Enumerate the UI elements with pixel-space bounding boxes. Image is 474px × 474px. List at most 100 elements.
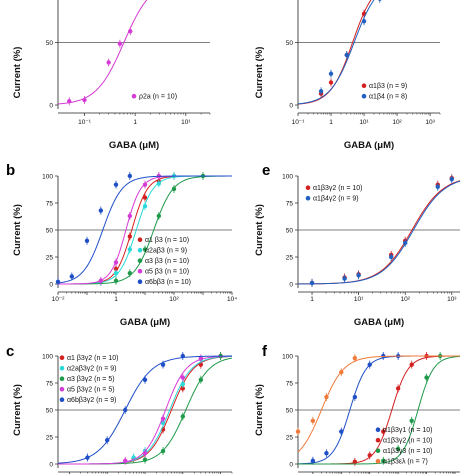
legend-marker <box>305 195 311 201</box>
y-tick-label: 50 <box>46 407 54 414</box>
legend-marker <box>59 365 65 371</box>
x-tick-label: 10² <box>169 296 179 303</box>
data-point <box>356 273 361 278</box>
legend-marker <box>137 279 143 285</box>
data-point <box>198 362 204 367</box>
data-point <box>395 386 401 391</box>
legend-marker <box>137 237 143 242</box>
plot-area <box>57 352 233 465</box>
data-point <box>409 362 414 367</box>
y-axis-label: Current (%) <box>12 384 23 436</box>
legend-marker <box>59 355 65 361</box>
data-point <box>85 455 90 460</box>
data-point <box>342 276 347 281</box>
y-tick-label: 50 <box>46 40 54 47</box>
data-point <box>198 377 204 382</box>
x-tick-label: 10⁴ <box>227 296 237 303</box>
data-point <box>142 182 148 187</box>
legend: ρ2a (n = 10) <box>131 93 177 101</box>
y-tick-label: 0 <box>49 102 53 109</box>
legend-entry: α3 β3γ2 (n = 5) <box>67 376 115 383</box>
data-point <box>388 254 394 260</box>
y-axis-label: Current (%) <box>12 47 23 99</box>
fit-curve-2 <box>298 355 461 465</box>
legend-marker <box>59 386 65 392</box>
plot-area <box>57 0 148 106</box>
data-point <box>361 19 367 24</box>
legend-entry: α3 β3 (n = 10) <box>145 258 189 265</box>
chart-panel-top-0: 0 50 10⁻¹ 1 10¹ Current (%) GABA (μM) ρ2a (n = … <box>12 0 211 151</box>
legend-entry: α1β3ελ (n = 7) <box>383 459 428 466</box>
y-tick-label: 25 <box>46 434 54 441</box>
legend-entry: α6bβ3γ2 (n = 9) <box>67 397 117 404</box>
y-tick-label: 50 <box>46 227 54 234</box>
fit-curve-1 <box>297 0 375 105</box>
data-point <box>156 213 162 219</box>
fit-curve-4 <box>57 175 232 284</box>
x-axis-label: GABA (μM) <box>344 140 394 151</box>
legend: α1 β3 (n = 10) α2aβ3 (n = 9) α3 β3 (n = 10… <box>137 237 191 286</box>
legend-entry: α1β4 (n = 8) <box>369 94 407 101</box>
data-point <box>123 407 128 413</box>
data-point <box>127 234 133 239</box>
x-axis-label: GABA (μM) <box>354 317 404 328</box>
x-tick-label: 10² <box>392 119 402 126</box>
legend-entry: α2aβ3γ2 (n = 9) <box>67 366 117 373</box>
data-point <box>381 429 386 434</box>
data-point <box>377 0 382 1</box>
y-tick-label: 100 <box>42 173 53 180</box>
legend-marker <box>131 93 137 99</box>
data-point <box>113 182 119 187</box>
y-tick-label: 100 <box>42 353 53 360</box>
data-point <box>381 458 386 463</box>
panel-letter: b <box>6 162 15 179</box>
data-point <box>142 377 148 382</box>
data-point <box>180 386 186 391</box>
data-point <box>67 99 72 104</box>
data-point <box>106 60 111 65</box>
data-point <box>180 375 186 380</box>
x-tick-label: 10⁻¹ <box>78 119 92 126</box>
x-tick-label: 1 <box>133 119 137 126</box>
data-point <box>55 279 61 285</box>
y-axis-label: Current (%) <box>12 204 23 256</box>
chart-panel-top-1: 0 50 10⁻¹ 1 10¹ 10² 10³ Current (%) GABA (μM) α1β… <box>254 0 441 151</box>
data-point <box>127 247 133 252</box>
data-point <box>142 451 148 456</box>
legend-marker <box>59 397 65 403</box>
data-point <box>82 97 87 103</box>
legend-entry: α6bβ3 (n = 10) <box>145 279 191 286</box>
y-tick-label: 75 <box>46 380 54 387</box>
legend-entry: α1 β3 (n = 10) <box>145 237 189 244</box>
legend-marker <box>137 247 143 253</box>
y-axis-label: Current (%) <box>254 204 265 256</box>
data-point <box>69 274 75 279</box>
data-point <box>295 429 301 434</box>
data-point <box>113 278 119 283</box>
x-axis-label: GABA (μM) <box>109 140 159 151</box>
plot-area <box>55 172 233 286</box>
data-point <box>324 451 329 456</box>
panel-letter: c <box>6 343 14 360</box>
plot-area <box>295 352 461 466</box>
data-point <box>435 184 440 189</box>
x-tick-label: 10² <box>401 296 411 303</box>
y-tick-label: 25 <box>286 434 294 441</box>
data-point <box>328 80 334 85</box>
legend-entry: α1β3γ2 (n = 10) <box>383 438 433 445</box>
legend-marker <box>375 427 381 433</box>
legend-entry: α1β3γ3 (n = 10) <box>383 448 433 455</box>
legend-entry: α1β4γ2 (n = 9) <box>313 196 359 203</box>
data-point <box>127 271 133 276</box>
panel-letter: e <box>262 162 270 179</box>
legend-entry: α2aβ3 (n = 9) <box>145 248 187 255</box>
chart-panel-e: e 0 25 50 75 100 1 10¹ 10² 10³ Current (%) GABA (μM… <box>254 162 461 328</box>
legend-marker <box>305 185 311 190</box>
data-point <box>328 71 334 76</box>
data-point <box>160 420 166 426</box>
legend-marker <box>375 458 381 464</box>
x-tick-label: 1 <box>310 296 314 303</box>
data-point <box>352 459 358 465</box>
x-tick-label: 10⁻¹ <box>292 119 306 126</box>
